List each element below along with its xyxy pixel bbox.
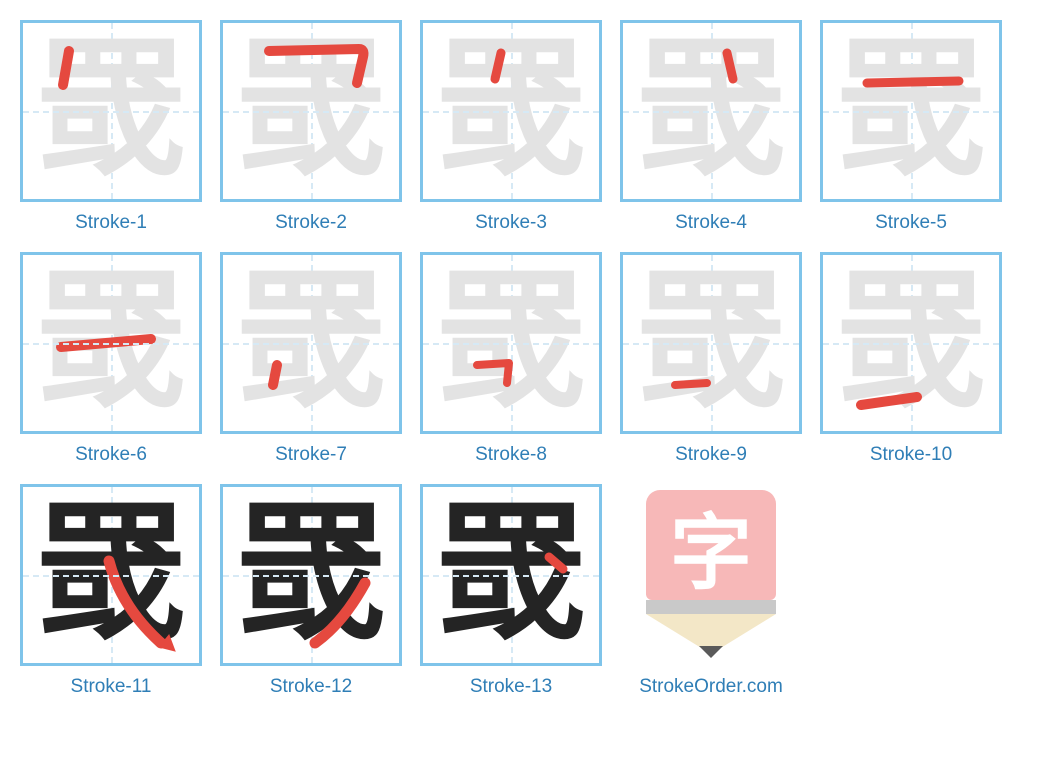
stroke-label: Stroke-11 (71, 676, 152, 698)
stroke-grid: 罭 Stroke-1 罭 Stroke-2 罭 Stroke-3 罭 Stroke-4 罭 Str… (20, 20, 1030, 698)
stroke-cell-4: 罭 Stroke-4 (620, 20, 802, 234)
pencil-logo: 字 (636, 490, 786, 660)
stroke-box: 罭 (20, 484, 202, 666)
logo-head: 字 (646, 490, 776, 600)
logo-lead (699, 646, 723, 658)
stroke-cell-8: 罭 Stroke-8 (420, 252, 602, 466)
stroke-label: Stroke-12 (270, 676, 352, 698)
stroke-box: 罭 (420, 252, 602, 434)
stroke-box: 罭 (20, 20, 202, 202)
stroke-cell-13: 罭 Stroke-13 (420, 484, 602, 698)
stroke-label: Stroke-1 (75, 212, 147, 234)
highlight-stroke (623, 23, 799, 199)
stroke-box: 罭 (620, 20, 802, 202)
stroke-label: Stroke-13 (470, 676, 552, 698)
stroke-label: Stroke-2 (275, 212, 347, 234)
stroke-box: 罭 (20, 252, 202, 434)
stroke-cell-9: 罭 Stroke-9 (620, 252, 802, 466)
highlight-stroke (623, 255, 799, 431)
stroke-label: Stroke-9 (675, 444, 747, 466)
highlight-stroke (423, 255, 599, 431)
highlight-stroke (223, 23, 399, 199)
stroke-box: 罭 (620, 252, 802, 434)
stroke-box: 罭 (220, 20, 402, 202)
stroke-box: 罭 (820, 20, 1002, 202)
stroke-label: Stroke-10 (870, 444, 952, 466)
stroke-label: Stroke-8 (475, 444, 547, 466)
logo-char: 字 (670, 486, 752, 605)
site-label: StrokeOrder.com (639, 676, 783, 698)
highlight-stroke (223, 487, 399, 663)
stroke-box: 罭 (420, 20, 602, 202)
logo-wrap: 字 (620, 484, 802, 666)
stroke-box: 罭 (820, 252, 1002, 434)
stroke-cell-7: 罭 Stroke-7 (220, 252, 402, 466)
stroke-cell-1: 罭 Stroke-1 (20, 20, 202, 234)
stroke-box: 罭 (220, 252, 402, 434)
stroke-cell-10: 罭 Stroke-10 (820, 252, 1002, 466)
highlight-stroke (223, 255, 399, 431)
logo-cell: 字 StrokeOrder.com (620, 484, 802, 698)
stroke-box: 罭 (220, 484, 402, 666)
stroke-cell-3: 罭 Stroke-3 (420, 20, 602, 234)
stroke-label: Stroke-3 (475, 212, 547, 234)
stroke-box: 罭 (420, 484, 602, 666)
highlight-stroke (23, 23, 199, 199)
highlight-stroke (823, 255, 999, 431)
stroke-cell-12: 罭 Stroke-12 (220, 484, 402, 698)
stroke-cell-11: 罭 Stroke-11 (20, 484, 202, 698)
stroke-cell-5: 罭 Stroke-5 (820, 20, 1002, 234)
stroke-label: Stroke-6 (75, 444, 147, 466)
stroke-label: Stroke-4 (675, 212, 747, 234)
highlight-stroke (823, 23, 999, 199)
stroke-cell-6: 罭 Stroke-6 (20, 252, 202, 466)
highlight-stroke (423, 487, 599, 663)
highlight-stroke (423, 23, 599, 199)
highlight-stroke (23, 487, 199, 663)
stroke-cell-2: 罭 Stroke-2 (220, 20, 402, 234)
stroke-label: Stroke-5 (875, 212, 947, 234)
highlight-stroke (23, 255, 199, 431)
stroke-label: Stroke-7 (275, 444, 347, 466)
